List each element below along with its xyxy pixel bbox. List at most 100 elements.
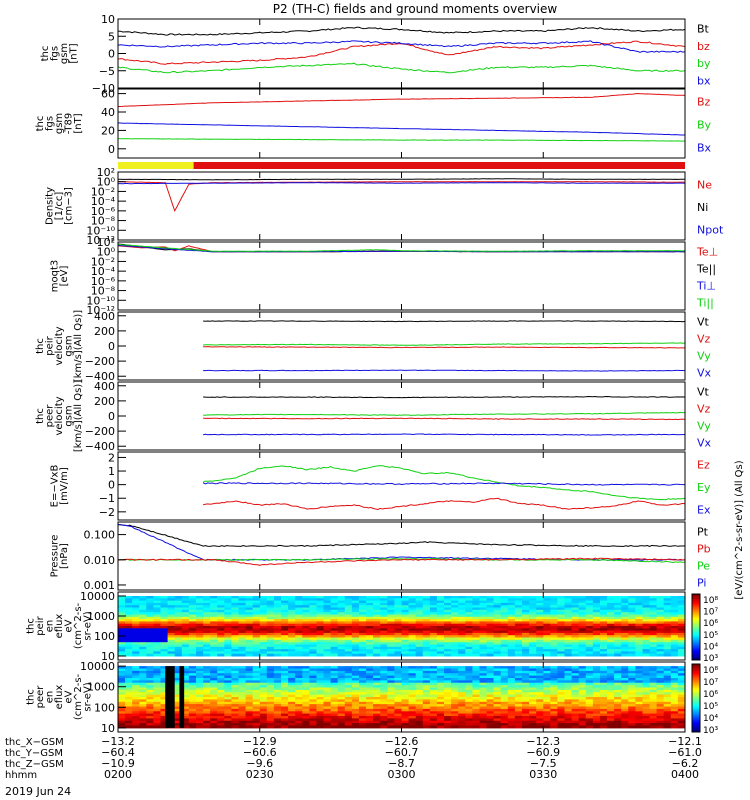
spectrogram-cell [309,678,317,681]
spectrogram-cell [394,630,402,634]
spectrogram-cell [614,675,622,679]
spectrogram-cell [281,612,289,615]
spectrogram-cell [351,701,360,705]
spectrogram-cell [649,607,658,611]
spectrogram-cell [507,701,516,705]
spectrogram-cell [663,668,672,672]
spectrogram-cell [486,651,495,655]
spectrogram-cell [181,713,190,717]
spectrogram-cell [408,609,417,613]
spectrogram-cell [600,666,608,669]
spectrogram-cell [259,626,268,629]
spectrogram-cell [543,720,551,724]
spectrogram-cell [578,614,587,618]
spectrogram-cell [160,725,169,729]
spectrogram-cell [366,697,374,700]
spectrogram-cell [266,607,275,611]
spectrogram-cell [281,697,289,700]
spectrogram-cell [422,612,431,615]
spectrogram-cell [210,596,218,599]
spectrogram-cell [514,701,523,705]
spectrogram-cell [174,668,183,672]
spectrogram-cell [614,619,622,622]
spectrogram-cell [571,699,580,703]
spectrogram-cell [125,612,133,615]
spectrogram-cell [614,723,622,726]
spectrogram-cell [252,626,261,629]
y-axis-label: [nT] [68,43,79,63]
spectrogram-cell [309,609,317,613]
spectrogram-cell [281,673,289,677]
spectrogram-cell [380,687,388,691]
spectrogram-cell [500,596,509,599]
spectrogram-cell [472,699,480,703]
spectrogram-cell [592,630,601,634]
spectrogram-cell [273,689,282,693]
spectrogram-cell [359,600,367,604]
spectrogram-cell [451,682,459,686]
spectrogram-cell [181,668,190,672]
spectrogram-cell [507,708,516,712]
spectrogram-cell [635,614,643,618]
spectrogram-cell [210,644,218,648]
spectrogram-cell [642,718,651,722]
spectrogram-cell [125,605,133,608]
spectrogram-cell [309,680,317,684]
spectrogram-cell [238,725,247,729]
spectrogram-cell [238,642,247,645]
y-tick-label: 1000 [87,681,115,694]
spectrogram-cell [607,701,615,705]
spectrogram-cell [444,697,452,700]
spectrogram-cell [366,713,374,717]
spectrogram-cell [394,692,402,696]
colorbar-step [692,692,700,696]
spectrogram-cell [401,685,410,688]
spectrogram-cell [656,644,665,648]
spectrogram-cell [153,666,161,669]
spectrogram-cell [217,706,225,710]
spectrogram-cell [486,644,495,648]
spectrogram-cell [649,704,658,707]
spectrogram-cell [309,612,317,615]
spectrogram-cell [259,713,268,717]
spectrogram-cell [444,628,452,632]
spectrogram-cell [415,670,424,674]
spectrogram-cell [132,646,140,650]
series-line-red [203,497,686,511]
spectrogram-cell [394,644,402,648]
spectrogram-cell [188,651,197,655]
spectrogram-cell [529,644,537,648]
spectrogram-cell [458,704,466,707]
spectrogram-cell [465,694,473,698]
spectrogram-cell [436,685,445,688]
spectrogram-cell [351,651,360,655]
spectrogram-cell [656,637,665,641]
spectrogram-cell [273,699,282,703]
spectrogram-cell [628,692,636,696]
colorbar-step [692,667,700,670]
spectrogram-cell [273,708,282,712]
spectrogram-cell [479,708,488,712]
spectrogram-cell [132,637,140,641]
y-axis-label: sr-eV) [83,611,94,640]
spectrogram-cell [451,697,459,700]
spectrogram-cell [323,723,332,726]
spectrogram-cell [359,685,367,688]
spectrogram-cell [451,673,459,677]
spectrogram-cell [125,694,133,698]
spectrogram-cell [181,649,190,652]
spectrogram-cell [302,612,310,615]
spectrogram-cell [323,653,332,657]
spectrogram-cell [323,716,332,719]
spectrogram-cell [472,609,480,613]
spectrogram-cell [366,689,374,693]
spectrogram-cell [486,619,495,622]
spectrogram-cell [373,673,381,677]
spectrogram-cell [387,708,395,712]
spectrogram-cell [422,708,431,712]
y-axis-label: [eV] [59,266,70,287]
spectrogram-cell [472,626,480,629]
spectrogram-cell [656,706,665,710]
spectrogram-cell [621,626,629,629]
spectrogram-cell [458,612,466,615]
